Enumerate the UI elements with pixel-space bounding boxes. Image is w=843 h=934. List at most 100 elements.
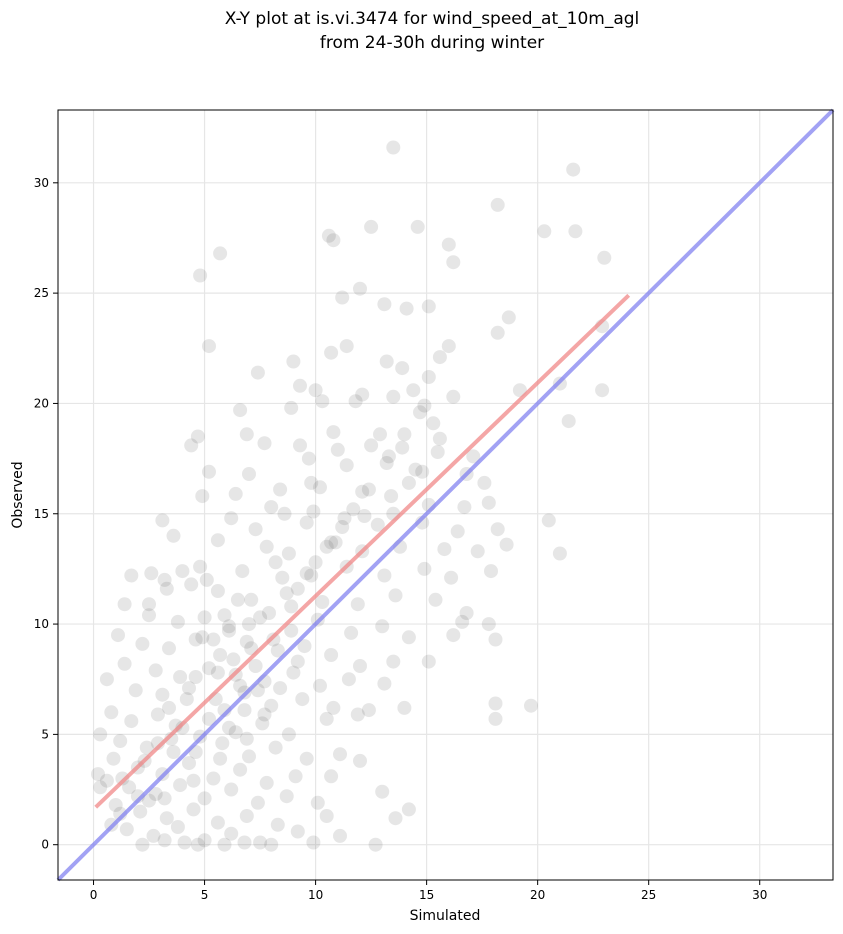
data-point (421, 654, 436, 669)
data-point (297, 639, 312, 654)
data-point (184, 577, 199, 592)
data-point (290, 654, 305, 669)
data-point (253, 610, 268, 625)
data-point (290, 824, 305, 839)
data-point (417, 398, 432, 413)
data-point (304, 568, 319, 583)
y-axis-ticks: 0 5 10 15 20 25 30 (34, 176, 58, 852)
data-point (379, 456, 394, 470)
data-point (215, 736, 230, 751)
data-point (401, 802, 416, 817)
data-point (415, 464, 430, 479)
data-point (355, 387, 370, 402)
data-point (226, 652, 241, 667)
data-point (401, 475, 416, 490)
data-point (566, 162, 581, 177)
data-point (239, 809, 254, 823)
data-point (361, 703, 376, 718)
data-point (552, 546, 567, 561)
data-point (199, 572, 214, 587)
data-point (481, 617, 496, 632)
data-point (150, 707, 165, 722)
data-point (477, 475, 492, 490)
data-point (257, 707, 272, 722)
data-point (93, 780, 108, 795)
data-point (115, 771, 130, 786)
data-point (162, 641, 176, 656)
data-point (348, 394, 363, 409)
data-point (299, 515, 314, 530)
data-point (119, 822, 134, 837)
data-point (202, 464, 216, 479)
data-point (186, 773, 201, 788)
data-point (413, 405, 427, 420)
data-point (293, 378, 307, 393)
data-point (281, 546, 296, 561)
data-point (144, 566, 159, 581)
data-point (224, 782, 239, 797)
data-point (395, 361, 410, 376)
data-point (455, 614, 470, 629)
data-point (273, 681, 288, 696)
y-tick-label: 20 (34, 396, 49, 410)
data-point (319, 809, 334, 823)
data-point (375, 784, 390, 799)
data-point (155, 513, 170, 528)
x-tick-label: 30 (752, 888, 767, 902)
data-point (286, 665, 301, 680)
data-point (481, 495, 496, 510)
data-point (397, 700, 412, 715)
data-point (270, 817, 285, 832)
data-point (284, 599, 299, 614)
data-point (399, 301, 414, 316)
data-point (337, 511, 352, 526)
data-point (410, 219, 425, 234)
data-point (377, 676, 392, 691)
data-point (239, 427, 254, 442)
data-point (377, 568, 392, 583)
data-point (561, 414, 576, 429)
data-point (259, 539, 274, 554)
data-point (188, 632, 203, 647)
data-point (421, 370, 436, 384)
data-point (197, 791, 212, 806)
data-point (233, 762, 248, 777)
data-point (284, 400, 299, 415)
data-point (157, 572, 172, 587)
data-point (175, 564, 190, 579)
data-point (568, 224, 583, 239)
plot-frame (57, 109, 834, 881)
data-point (313, 480, 327, 495)
data-point (353, 659, 367, 673)
data-point (166, 745, 181, 759)
data-point (148, 663, 163, 678)
data-point (111, 628, 125, 643)
data-point (377, 297, 392, 312)
data-point (228, 725, 243, 740)
data-point (190, 837, 205, 852)
data-point (239, 634, 254, 649)
data-point (432, 350, 447, 365)
data-point (193, 268, 208, 283)
data-point (239, 731, 254, 746)
data-point (450, 524, 465, 539)
data-point (146, 828, 161, 843)
data-point (230, 592, 245, 607)
data-point (277, 506, 292, 521)
y-tick-label: 0 (41, 838, 49, 852)
data-point (350, 707, 365, 722)
data-point (326, 425, 341, 440)
data-point (388, 811, 403, 826)
y-tick-label: 30 (34, 176, 49, 190)
x-tick-label: 15 (419, 888, 434, 902)
data-point (206, 771, 221, 786)
data-point (328, 535, 343, 550)
x-tick-label: 5 (201, 888, 209, 902)
data-point (357, 509, 372, 523)
data-point (541, 513, 556, 528)
data-point (104, 705, 119, 720)
data-point (262, 606, 276, 620)
data-point (386, 654, 401, 669)
data-point (290, 581, 305, 596)
